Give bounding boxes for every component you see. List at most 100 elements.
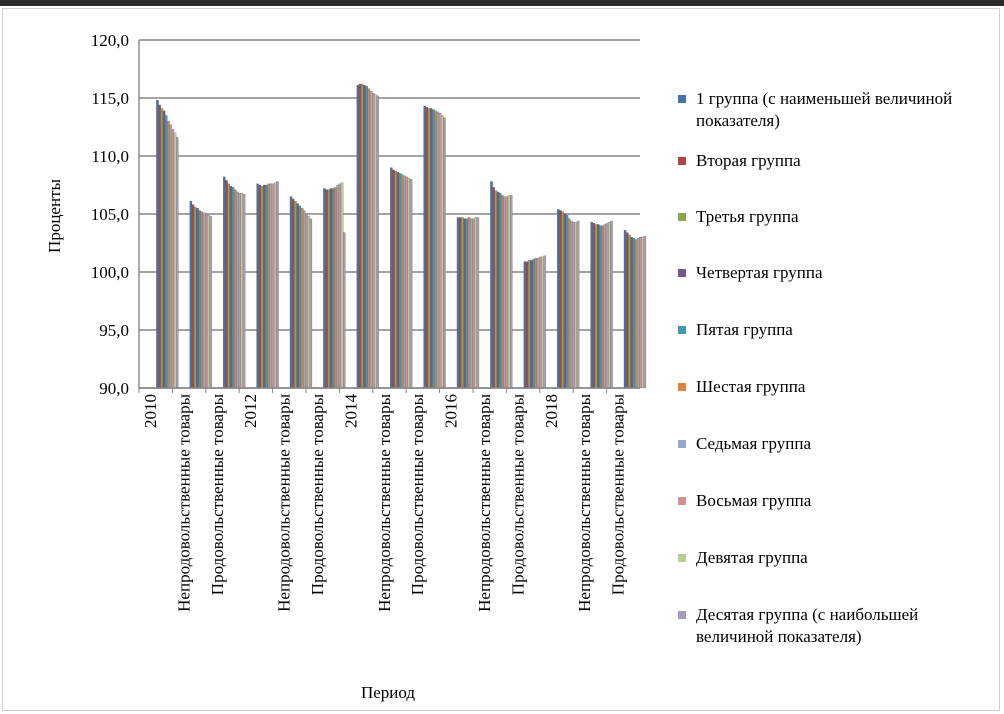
bars	[156, 83, 647, 389]
bar-1-13	[557, 209, 560, 389]
bar-9-14	[608, 221, 611, 389]
bar-4-6	[329, 188, 333, 389]
legend-swatch	[678, 269, 686, 277]
bar-8-8	[405, 176, 408, 389]
bar-1-4	[256, 183, 259, 389]
x-tick-label: 2012	[241, 394, 260, 428]
bar-7-1	[169, 124, 172, 389]
y-tick-label: 105,0	[91, 205, 129, 224]
bar-10-1	[176, 137, 179, 389]
bar-8-11	[505, 196, 509, 389]
bar-7-13	[570, 220, 573, 389]
bar-3-7	[361, 83, 364, 389]
bar-6-8	[401, 174, 404, 389]
legend-label: Шестая группа	[696, 377, 806, 396]
bar-2-2	[191, 204, 195, 389]
bar-5-7	[365, 86, 368, 389]
bar-9-10	[474, 217, 477, 389]
legend-item: Четвертая группа	[678, 262, 823, 284]
bar-1-14	[590, 221, 593, 389]
bar-4-4	[263, 184, 266, 389]
axes	[138, 40, 640, 393]
bar-3-6	[327, 189, 331, 389]
legend-label: 1 группа (с наименьшей величиной показат…	[696, 89, 953, 130]
bar-8-9	[438, 112, 442, 389]
bar-5-12	[532, 259, 535, 389]
legend-swatch	[678, 213, 686, 221]
bar-7-10	[470, 218, 473, 389]
bar-3-12	[528, 260, 531, 389]
bar-10-14	[610, 220, 613, 389]
bar-3-15	[628, 234, 631, 389]
y-tick-label: 95,0	[99, 321, 129, 340]
bar-9-1	[173, 132, 177, 389]
legend-item: Восьмая группа	[678, 490, 811, 512]
legend-label: Пятая группа	[696, 320, 793, 339]
bar-10-5	[309, 218, 313, 389]
bar-9-12	[541, 256, 544, 389]
bar-1-7	[356, 85, 360, 389]
bar-2-7	[358, 83, 362, 389]
bar-4-15	[630, 237, 633, 389]
x-tick-label: Непродовольственные товары	[174, 393, 193, 611]
bar-1-3	[223, 176, 226, 389]
legend-swatch	[678, 440, 686, 448]
bar-8-15	[639, 237, 642, 389]
legend-label: Третья группа	[696, 207, 799, 226]
bar-2-14	[592, 223, 596, 389]
x-tick-label: Продовольственные товары	[308, 393, 327, 595]
legend-swatch	[678, 554, 686, 562]
bar-3-4	[260, 186, 264, 389]
bar-8-1	[171, 129, 175, 389]
bar-9-9	[441, 115, 444, 389]
bar-8-5	[305, 213, 308, 389]
x-tick-label: Непродовольственные товары	[475, 393, 494, 611]
bar-7-9	[436, 111, 440, 389]
bar-7-6	[336, 184, 339, 389]
bar-10-12	[543, 255, 546, 389]
bar-2-12	[525, 261, 529, 389]
bar-10-7	[376, 95, 379, 389]
legend-item: Третья группа	[678, 206, 799, 228]
legend-swatch	[678, 497, 686, 505]
bar-7-11	[503, 196, 506, 389]
bar-7-4	[269, 183, 273, 389]
x-tick-label: Непродовольственные товары	[575, 393, 594, 611]
bar-4-11	[496, 191, 500, 389]
bar-2-8	[392, 169, 395, 389]
bar-3-1	[160, 108, 164, 389]
bar-1-9	[423, 105, 426, 389]
bar-5-11	[499, 192, 502, 389]
top-border	[0, 0, 1004, 6]
bar-4-12	[530, 260, 533, 389]
legend-swatch	[678, 383, 686, 391]
bar-5-1	[165, 115, 168, 389]
bar-8-3	[238, 192, 241, 389]
x-tick-label: Непродовольственные товары	[275, 393, 294, 611]
bar-7-12	[536, 257, 540, 389]
chart-frame	[2, 8, 1000, 711]
bar-4-13	[563, 213, 567, 389]
bar-6-5	[300, 208, 304, 389]
y-tick-label: 90,0	[99, 379, 129, 398]
bar-8-14	[605, 223, 609, 389]
legend-swatch	[678, 95, 686, 103]
bar-2-11	[492, 187, 495, 389]
bar-6-15	[634, 239, 638, 389]
bar-4-10	[463, 218, 466, 389]
bar-6-10	[467, 217, 471, 389]
legend-item: Девятая группа	[678, 547, 808, 569]
bar-4-3	[229, 186, 233, 389]
bar-4-5	[296, 203, 299, 389]
bar-6-7	[367, 88, 371, 389]
bar-3-11	[494, 190, 498, 389]
bar-5-15	[632, 238, 636, 389]
y-tick-label: 120,0	[91, 31, 129, 50]
bar-7-14	[603, 224, 607, 389]
bar-1-11	[490, 181, 493, 389]
bar-3-3	[227, 183, 230, 389]
bar-3-2	[194, 206, 197, 389]
legend-item: Десятая группа (с наибольшей величиной п…	[678, 604, 996, 648]
bar-7-8	[403, 175, 406, 389]
